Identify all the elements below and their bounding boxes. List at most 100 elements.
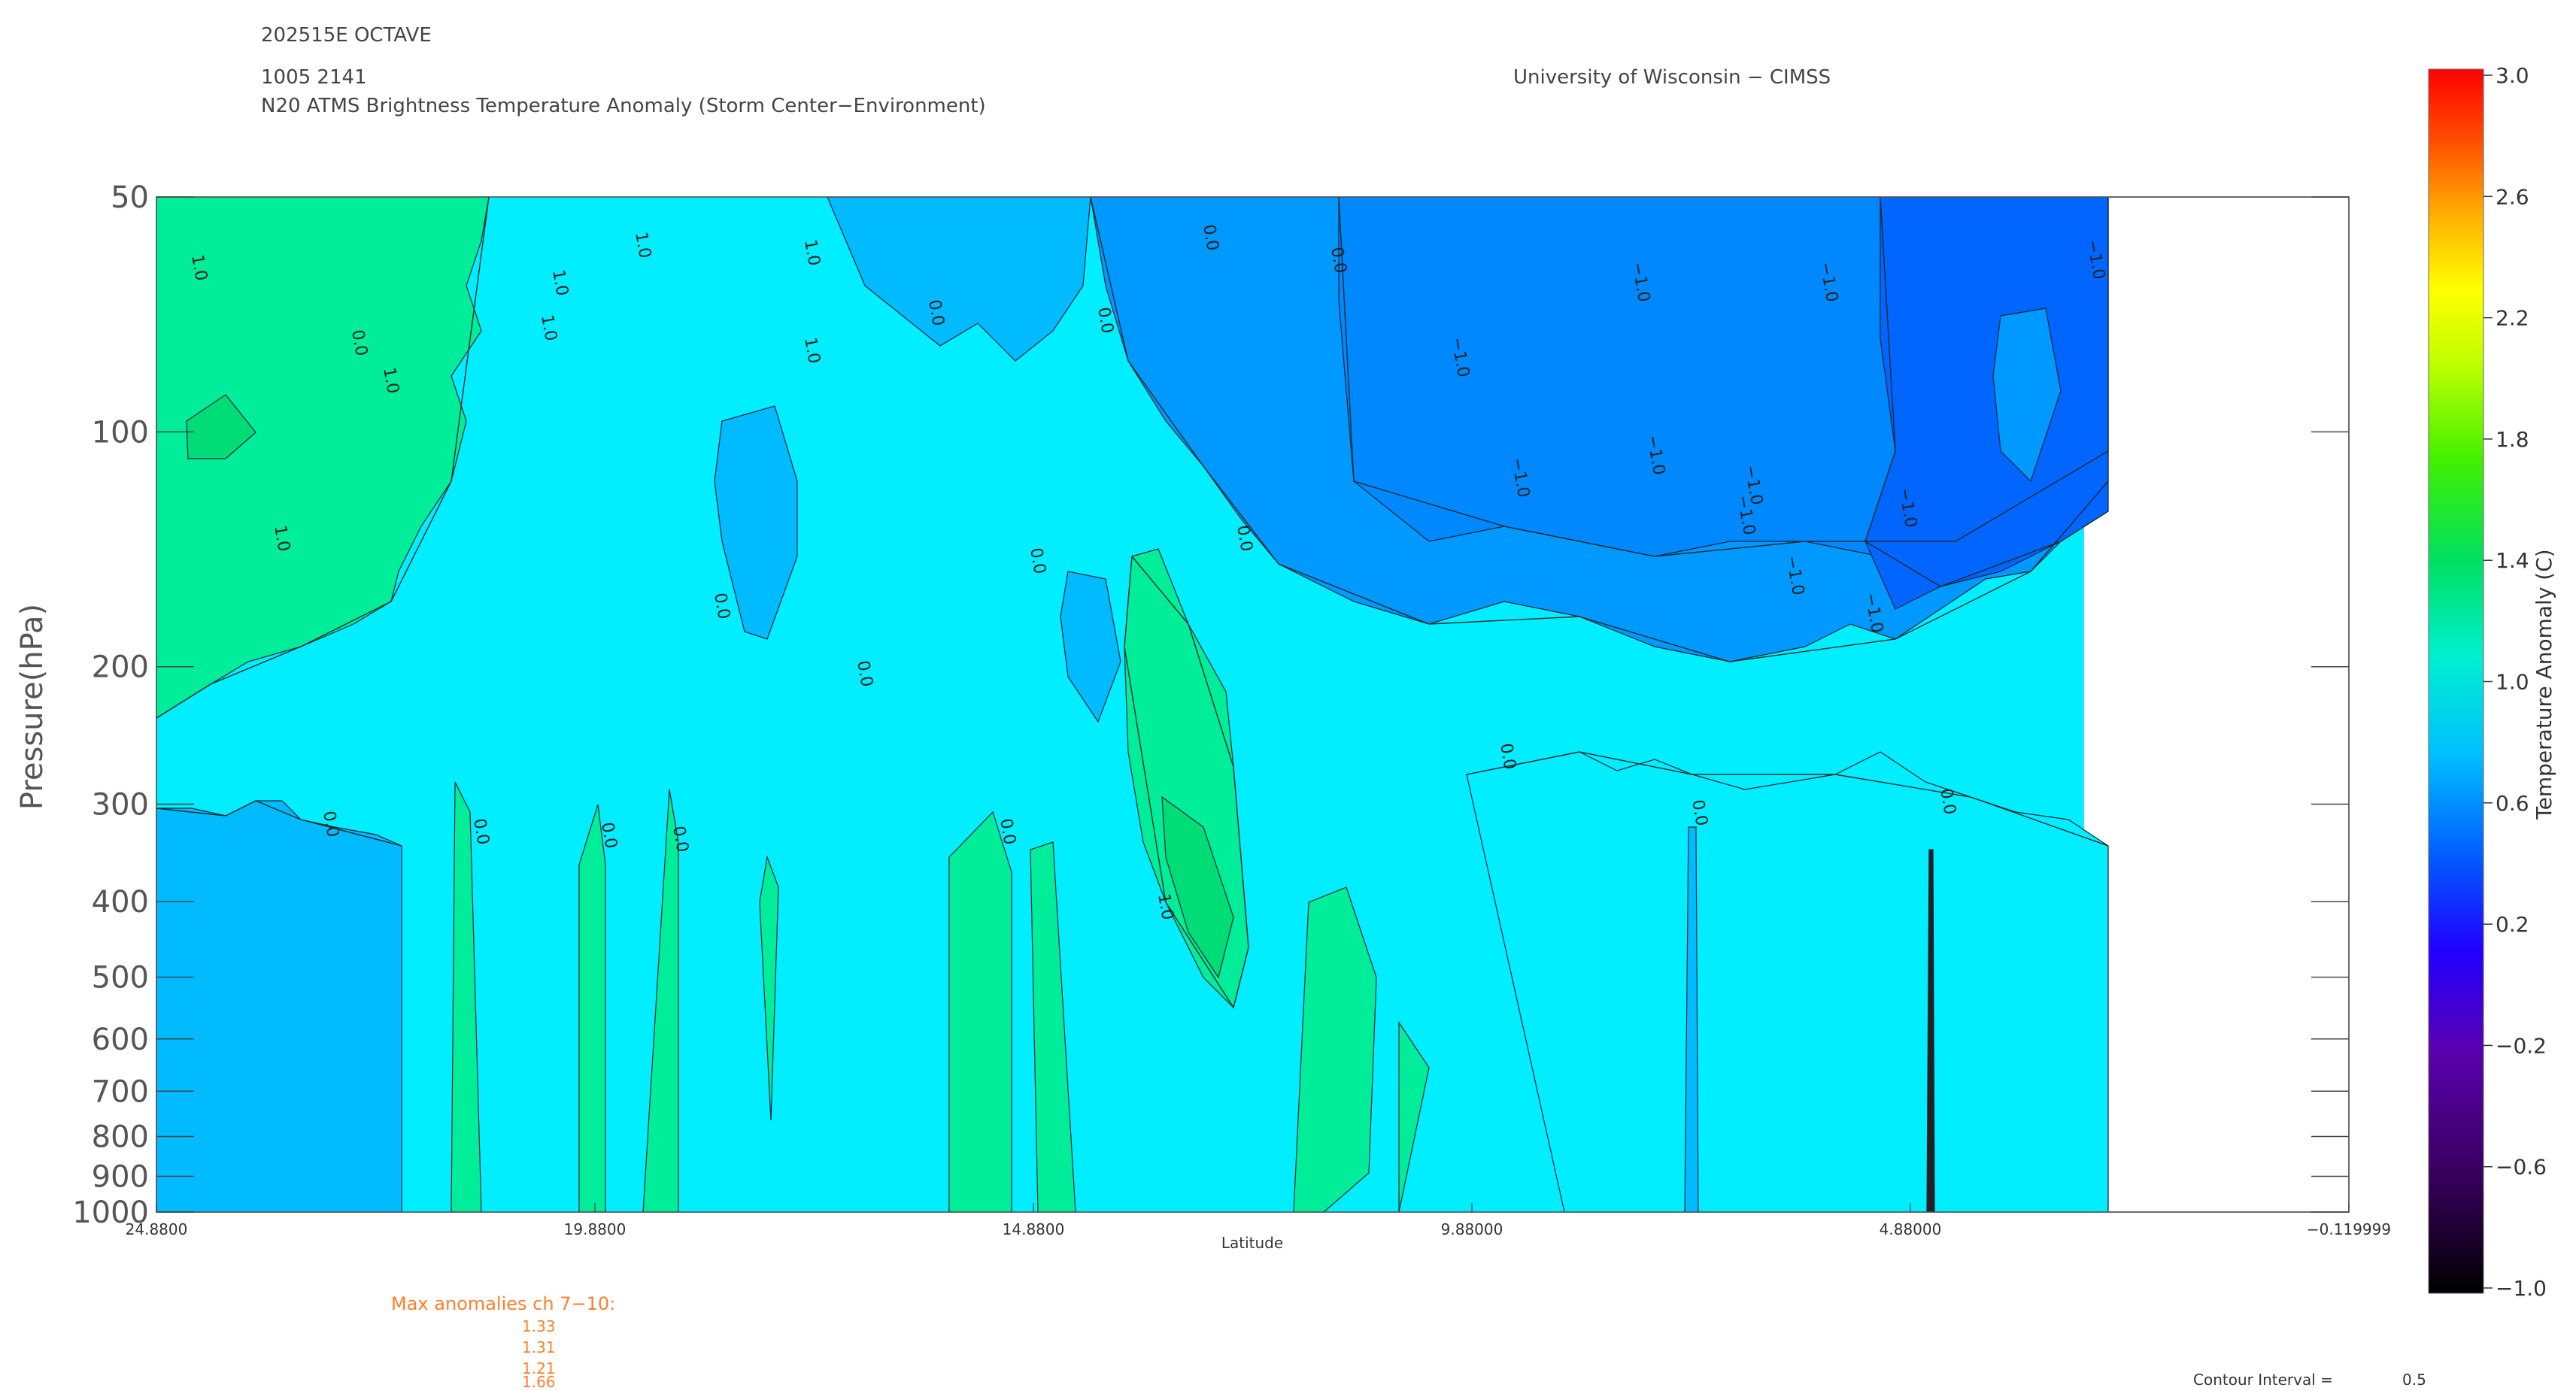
contour-label: 0.0: [1936, 787, 1959, 817]
band-lower-left: [156, 800, 402, 1212]
contour-line: [156, 800, 402, 847]
contour-label: 0.0: [1496, 742, 1519, 771]
y-tick-label: 900: [92, 1160, 149, 1195]
contour-label: 0.0: [1327, 246, 1350, 275]
colorbar-tick-label: 2.6: [2496, 184, 2529, 209]
band-center-core: [1161, 796, 1234, 979]
y-tick-label: 300: [92, 787, 149, 822]
streak: [1293, 886, 1377, 1212]
streak: [759, 855, 779, 1121]
x-axis-title: Latitude: [1221, 1234, 1283, 1252]
plot-area: 1.00.01.01.01.01.01.0 1.01.00.0 0.00.00.0−…: [156, 196, 2350, 1213]
patch-blue: [1060, 571, 1121, 723]
anomaly-fill: [156, 197, 2109, 1212]
y-tick-label: 200: [92, 650, 149, 685]
y-tick-label: 50: [111, 180, 149, 215]
y-tick-label: 400: [92, 885, 149, 920]
contour-line: [156, 197, 490, 719]
contour-label: 1.0: [631, 231, 654, 260]
patch-blue-top: [827, 197, 1091, 362]
x-tick-label: 19.8800: [564, 1220, 627, 1238]
streak: [642, 789, 679, 1212]
colorbar-tick-label: 3.0: [2496, 63, 2529, 88]
band-green-core: [186, 394, 256, 459]
max-anomalies-title: Max anomalies ch 7−10:: [391, 1293, 615, 1314]
y-axis-title: Pressure(hPa): [15, 604, 50, 810]
contour-label: 0.0: [1688, 799, 1711, 828]
contour-label: 0.0: [1026, 547, 1049, 576]
streak: [578, 804, 606, 1212]
contour-label: 0.0: [319, 810, 342, 839]
contour-label: 1.0: [800, 238, 824, 268]
institution-label: University of Wisconsin − CIMSS: [1513, 66, 1831, 89]
contour-label: 0.0: [924, 299, 948, 328]
contour-label: 0.0: [710, 592, 733, 621]
max-anomaly-value: 1.33: [522, 1317, 556, 1335]
contour-label: 1.0: [537, 314, 560, 343]
contour-label: 0.0: [1233, 524, 1256, 553]
contour-label: 1.0: [1154, 892, 1177, 922]
x-tick-label: 14.8800: [1003, 1220, 1065, 1238]
x-tick-label: 4.88000: [1880, 1220, 1942, 1238]
band-right-lower: [1466, 751, 2109, 1212]
contour-line: [1124, 556, 1249, 1009]
contour-label: 1.0: [548, 268, 572, 298]
contour-label: 0.0: [347, 329, 371, 358]
contour-interval-label: Contour Interval =: [2193, 1371, 2333, 1389]
colorbar-tick-label: 1.8: [2496, 427, 2529, 452]
max-anomaly-value: 1.21: [522, 1359, 556, 1377]
streak: [1030, 841, 1076, 1212]
contour-label: 0.0: [996, 817, 1019, 847]
contour-label: 0.0: [1199, 223, 1222, 253]
colorbar-tick-label: 0.2: [2496, 912, 2529, 937]
colorbar-tick-label: −0.2: [2496, 1033, 2547, 1058]
y-tick-label: 800: [92, 1120, 149, 1154]
contour-label: 1.0: [379, 366, 402, 395]
colorbar-tick-label: 2.2: [2496, 306, 2529, 331]
plot-frame: [156, 196, 2350, 1213]
y-tick-label: 500: [92, 961, 149, 996]
colorbar-title: Temperature Anomaly (C): [2532, 549, 2556, 820]
y-tick-label: 700: [92, 1074, 149, 1109]
date-time: 1005 2141: [261, 66, 367, 89]
y-tick-label: 100: [92, 415, 149, 450]
contour-line: [1864, 197, 2109, 587]
contour-line: [1466, 751, 2109, 847]
contour-label: 0.0: [469, 817, 493, 847]
contour-label: 1.0: [187, 253, 211, 283]
max-anomalies: Max anomalies ch 7−10: 1.33 1.31 1.21 1.…: [391, 1293, 615, 1391]
colorbar-tick-label: 0.6: [2496, 791, 2529, 816]
x-axis: 24.8800 19.8800 14.8800 9.88000 4.88000 −0.11…: [126, 1203, 2391, 1238]
streak-dark: [1926, 849, 1935, 1212]
streak: [1398, 1021, 1430, 1212]
band-right-pocket: [1992, 308, 2062, 483]
colorbar: 3.0 2.6 2.2 1.8 1.4 1.0 0.6 0.2 −0.2 −0.6 −1.0 Tem…: [2428, 63, 2556, 1301]
storm-name: 202515E OCTAVE: [261, 24, 432, 47]
patch-blue: [714, 405, 798, 640]
streak: [948, 811, 1012, 1212]
max-anomaly-value: 1.31: [522, 1338, 556, 1356]
colorbar-gradient: [2428, 68, 2484, 1294]
contour-line: [1090, 197, 2109, 662]
contour-label: 0.0: [669, 825, 692, 854]
contour-label: 0.0: [597, 821, 620, 850]
colorbar-tick-label: −1.0: [2496, 1276, 2547, 1301]
colorbar-tick-label: −0.6: [2496, 1155, 2547, 1180]
product-title: N20 ATMS Brightness Temperature Anomaly …: [261, 95, 986, 117]
contour-label: 0.0: [853, 659, 876, 689]
contour-label: 1.0: [270, 524, 293, 553]
streak: [451, 781, 482, 1212]
x-tick-label: −0.119999: [2307, 1220, 2391, 1238]
streak-blue: [1684, 826, 1699, 1212]
colorbar-tick-label: 1.0: [2496, 670, 2529, 695]
contour-lines: [156, 197, 2109, 1009]
colorbar-ticks: 3.0 2.6 2.2 1.8 1.4 1.0 0.6 0.2 −0.2 −0.6 −1.0: [2483, 63, 2547, 1301]
colorbar-tick-label: 1.4: [2496, 548, 2529, 573]
contour-label: 1.0: [800, 336, 824, 365]
x-tick-label: 9.88000: [1441, 1220, 1503, 1238]
contour-interval-value: 0.5: [2402, 1371, 2426, 1389]
max-anomaly-value: 1.66: [522, 1373, 556, 1391]
contour-label: 0.0: [1094, 306, 1117, 335]
